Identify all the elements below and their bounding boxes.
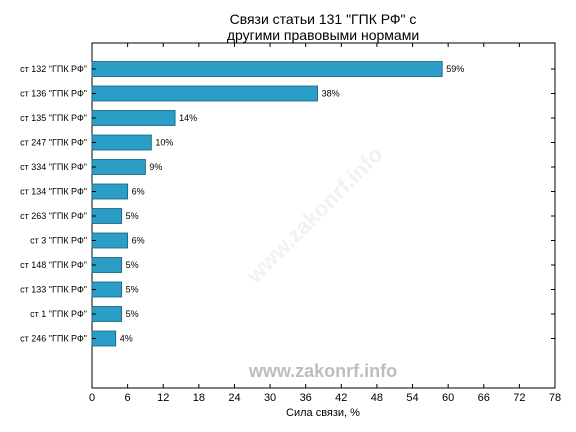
- chart-title-line-1: Связи статьи 131 "ГПК РФ" с: [230, 11, 417, 27]
- bar: [91, 183, 129, 200]
- bar: [91, 85, 318, 102]
- category-label: ст 247 "ГПК РФ": [20, 138, 87, 148]
- bar: [91, 306, 123, 322]
- category-label: ст 133 "ГПК РФ": [20, 285, 87, 295]
- data-label: 10%: [155, 138, 173, 148]
- bar: [91, 159, 146, 175]
- bar: [91, 134, 152, 151]
- x-tick-label: 54: [406, 392, 418, 404]
- x-tick-label: 24: [228, 392, 240, 404]
- x-axis-label: Сила связи, %: [286, 407, 360, 419]
- data-label: 5%: [126, 285, 139, 295]
- data-label: 6%: [132, 187, 145, 197]
- category-label: ст 3 "ГПК РФ": [30, 236, 87, 246]
- x-tick-label: 6: [125, 392, 131, 404]
- x-tick-label: 48: [371, 392, 383, 404]
- chart-title-line-2: другими правовыми нормами: [227, 27, 419, 43]
- category-label: ст 334 "ГПК РФ": [20, 162, 87, 172]
- x-tick-label: 30: [264, 392, 276, 404]
- x-tick-label: 60: [442, 392, 454, 404]
- x-tick-label: 66: [478, 392, 490, 404]
- x-tick-label: 42: [335, 392, 347, 404]
- watermark-text: www.zakonrf.info: [248, 361, 397, 381]
- svg-text:www.zakonrf.info: www.zakonrf.info: [241, 142, 388, 289]
- category-label: ст 136 "ГПК РФ": [20, 89, 87, 99]
- category-label: ст 1 "ГПК РФ": [30, 309, 87, 319]
- data-label: 5%: [126, 260, 139, 270]
- category-label: ст 263 "ГПК РФ": [20, 211, 87, 221]
- x-tick-label: 78: [549, 392, 561, 404]
- bar: [91, 257, 123, 273]
- category-label: ст 132 "ГПК РФ": [20, 64, 87, 74]
- data-label: 14%: [179, 113, 197, 123]
- category-label: ст 134 "ГПК РФ": [20, 187, 87, 197]
- bar: [91, 281, 123, 298]
- data-label: 6%: [132, 236, 145, 246]
- x-tick-label: 0: [89, 392, 95, 404]
- data-label: 5%: [126, 309, 139, 319]
- x-tick-label: 72: [513, 392, 525, 404]
- bar: [91, 110, 176, 126]
- data-label: 4%: [120, 334, 133, 344]
- data-label: 59%: [446, 64, 464, 74]
- x-tick-label: 36: [300, 392, 312, 404]
- data-label: 5%: [126, 211, 139, 221]
- bars-layer: ст 132 "ГПК РФ" 59% ст 136 "ГПК РФ" 38% ст 1…: [20, 61, 555, 347]
- category-label: ст 148 "ГПК РФ": [20, 260, 87, 270]
- data-label: 38%: [322, 89, 340, 99]
- bar: [91, 61, 443, 77]
- data-label: 9%: [149, 162, 162, 172]
- diagonal-watermark: www.zakonrf.info: [241, 142, 388, 289]
- category-label: ст 135 "ГПК РФ": [20, 113, 87, 123]
- x-tick-label: 12: [157, 392, 169, 404]
- bar: [91, 232, 129, 249]
- category-label: ст 246 "ГПК РФ": [20, 334, 87, 344]
- bar: [91, 208, 123, 224]
- ticks-layer: 0 6 12 18 24 30 36 42 48 54 60 66 72 78: [89, 43, 561, 404]
- x-tick-label: 18: [193, 392, 205, 404]
